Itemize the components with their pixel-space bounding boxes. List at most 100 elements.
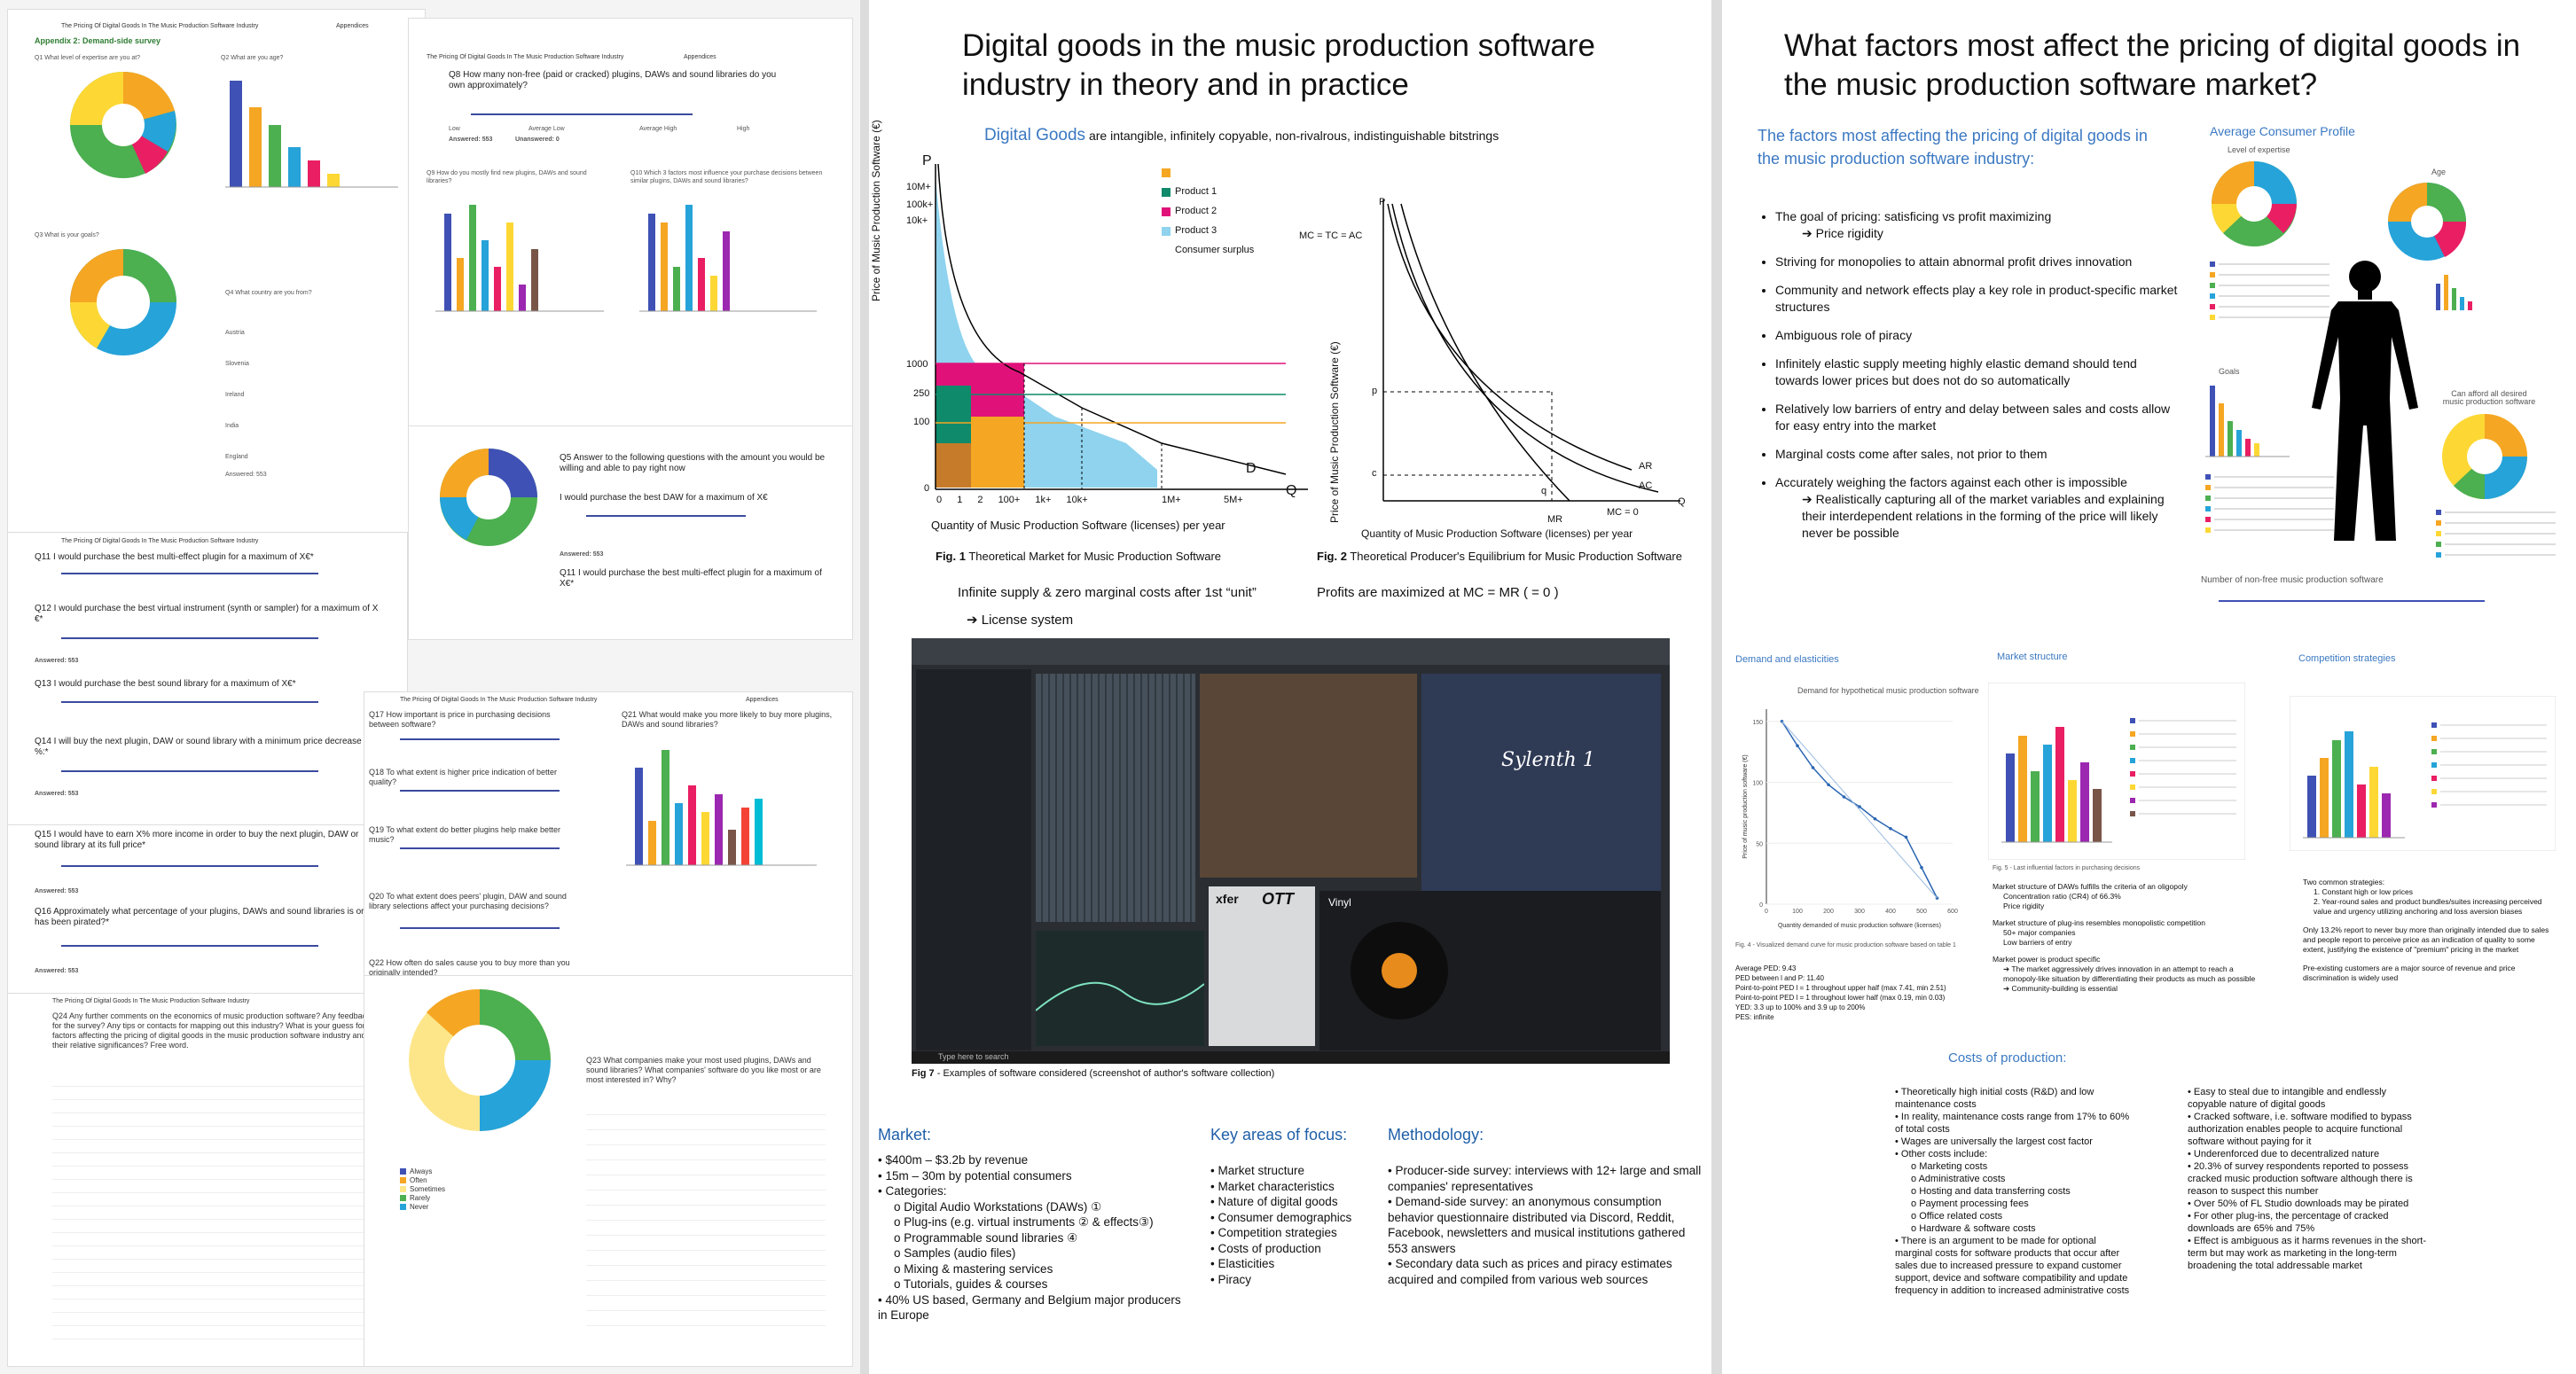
cost-right-7: • Effect is ambiguous as it harms revenu… xyxy=(2188,1236,2427,1271)
market-list: • $400m – $3.2b by revenue • 15m – 30m b… xyxy=(878,1152,1188,1323)
cost-left-4: • Other costs include: xyxy=(1895,1149,1988,1159)
cost-right-2: • Cracked software, i.e. software modifi… xyxy=(2188,1112,2412,1147)
q24-label: Q24 Any further comments on the economic… xyxy=(52,1011,379,1050)
theory-practice-panel: Digital goods in the music production so… xyxy=(869,0,1711,1374)
demand-notes: Average PED: 9.43 PED between l and P: 1… xyxy=(1735,964,1946,1022)
fig2-equilibrium-chart xyxy=(1382,199,1680,502)
q1-label: Q1 What level of expertise are you at? xyxy=(35,55,141,61)
q12-slider xyxy=(61,637,318,639)
q8-answered: Answered: 553 xyxy=(449,137,493,143)
page-header: The Pricing Of Digital Goods In The Musi… xyxy=(61,23,259,29)
dg-def: are intangible, infinitely copyable, non… xyxy=(1088,129,1499,143)
demand-note-4: Point-to-point PED l = 1 throughout lowe… xyxy=(1735,994,1946,1002)
factors-heading: The factors most affecting the pricing o… xyxy=(1758,127,2148,168)
competition-notes: Two common strategies: 1. Constant high … xyxy=(2303,878,2556,983)
comp-note-4: Only 13.2% report to never buy more than… xyxy=(2303,925,2549,954)
fig2-c-mark: c xyxy=(1372,468,1377,479)
q9-label: Q9 How do you mostly find new plugins, D… xyxy=(427,170,587,184)
survey-page-6: The Pricing Of Digital Goods In The Musi… xyxy=(7,993,408,1367)
goals-donut xyxy=(69,249,176,355)
focus-item-1: • Market structure xyxy=(1210,1164,1305,1177)
ott-plugin: xfer OTT xyxy=(1209,886,1315,1046)
market-item-5: o Plug-ins (e.g. virtual instruments ② &… xyxy=(894,1215,1154,1229)
factor-2: Striving for monopolies to attain abnorm… xyxy=(1775,254,2183,270)
focus-item-2: • Market characteristics xyxy=(1210,1179,1335,1193)
factor-8: Accurately weighing the factors against … xyxy=(1775,474,2183,542)
cost-right-4: • 20.3% of survey respondents reported t… xyxy=(2188,1161,2413,1197)
q18-slider xyxy=(400,790,560,792)
page-header-6: The Pricing Of Digital Goods In The Musi… xyxy=(52,998,250,1004)
pricing-factors-panel: What factors most affect the pricing of … xyxy=(1722,0,2576,1374)
daw-toolbar xyxy=(912,638,1670,665)
fig7-caption-text: - Examples of software considered (scree… xyxy=(936,1068,1275,1079)
market-item-2: • 15m – 30m by potential consumers xyxy=(878,1168,1072,1183)
demand-xtick: 200 xyxy=(1823,909,1834,915)
expertise-pie xyxy=(70,71,176,178)
demand-chart: 0 50 100 150 0 100 200 300 400 500 600 Quantity dem… xyxy=(1742,709,1958,929)
q3-label: Q3 What is your goals? xyxy=(35,232,99,238)
fig7-caption-num: Fig 7 xyxy=(912,1068,935,1079)
factor-3: Community and network effects play a key… xyxy=(1775,282,2183,316)
q23-responses xyxy=(586,1100,826,1331)
demand-xtick: 0 xyxy=(1765,909,1768,915)
q16-answered: Answered: 553 xyxy=(35,968,79,974)
factor-7: Marginal costs come after sales, not pri… xyxy=(1775,446,2183,463)
cost-left-11: • There is an argument to be made for op… xyxy=(1895,1236,2130,1296)
demand-xlabel: Quantity demanded of music production so… xyxy=(1778,923,1941,929)
focus-item-6: • Costs of production xyxy=(1210,1241,1321,1255)
fig2-mc-label: MC = TC = AC xyxy=(1299,230,1363,241)
q11-slider xyxy=(61,573,318,574)
fig2-caption-text: Theoretical Producer's Equilibrium for M… xyxy=(1350,550,1682,563)
q8-scale-avg-low: Average Low xyxy=(529,126,565,132)
structure-note-5: 50+ major companies xyxy=(2003,928,2076,937)
fig1-p-label: P xyxy=(922,153,932,168)
q4-answered: Answered: 553 xyxy=(225,472,267,478)
profile-heading: Average Consumer Profile xyxy=(2210,124,2355,138)
country-4: India xyxy=(225,423,239,429)
demand-ytick: 50 xyxy=(1756,841,1763,847)
fig1-caption: Fig. 1 Theoretical Market for Music Prod… xyxy=(936,550,1221,563)
country-2: Slovenia xyxy=(225,361,249,367)
country-3: Ireland xyxy=(225,392,245,398)
legend-often: Often xyxy=(410,1175,427,1184)
q14-label: Q14 I will buy the next plugin, DAW or s… xyxy=(35,737,380,757)
market-item-4: o Digital Audio Workstations (DAWs) ① xyxy=(894,1199,1102,1214)
demand-point xyxy=(1920,865,1923,870)
demand-point xyxy=(1873,816,1877,821)
fig2-mc0-label: MC = 0 xyxy=(1607,507,1639,518)
digital-goods-def: Digital Goods are intangible, infinitely… xyxy=(984,126,1499,145)
fig1-legend-2: Product 2 xyxy=(1175,206,1218,216)
costs-left-list: • Theoretically high initial costs (R&D)… xyxy=(1895,1086,2134,1297)
demand-xtick: 300 xyxy=(1854,909,1865,915)
q21-bars xyxy=(626,750,817,866)
q13-slider xyxy=(61,701,318,703)
competition-chart xyxy=(2290,696,2556,851)
demand-point xyxy=(1827,783,1830,787)
fig1-xtick-0: 0 xyxy=(936,495,943,505)
structure-note-1: Market structure of DAWs fulfills the cr… xyxy=(1993,882,2188,891)
demand-chart-title: Demand for hypothetical music production… xyxy=(1797,686,1979,695)
q2-label: Q2 What are you age? xyxy=(221,55,284,61)
fig7-caption: Fig 7 - Examples of software considered … xyxy=(912,1068,1274,1079)
profit-text: Profits are maximized at MC = MR ( = 0 ) xyxy=(1317,585,1559,600)
method-item-3: • Secondary data such as prices and pira… xyxy=(1388,1257,1672,1286)
profile-age-bars xyxy=(2436,275,2472,310)
demand-point xyxy=(1858,805,1861,808)
demand-xtick: 100 xyxy=(1792,909,1803,915)
page-header-7: The Pricing Of Digital Goods In The Musi… xyxy=(400,697,598,703)
q22-label: Q22 How often do sales cause you to buy … xyxy=(369,958,570,977)
fig2-mr-label: MR xyxy=(1547,514,1563,525)
factor-8-sub: ➔ Realistically capturing all of the mar… xyxy=(1802,492,2165,540)
market-item-9: o Tutorials, guides & courses xyxy=(894,1277,1048,1291)
fig7-software-screenshot: Sylenth 1 xfer OTT Vinyl Type here to se… xyxy=(912,638,1670,1064)
profile-goals-bars xyxy=(2205,386,2290,457)
fig2-xlabel: Quantity of Music Production Software (l… xyxy=(1361,527,1633,540)
daw-channel-rack xyxy=(1036,674,1195,922)
comp-note-3: 2. Year-round sales and product bundles/… xyxy=(2314,897,2542,916)
eq-curve xyxy=(1035,981,1205,1011)
demand-caption: Fig. 4 - Visualized demand curve for mus… xyxy=(1735,942,1956,949)
market-item-1: • $400m – $3.2b by revenue xyxy=(878,1153,1029,1167)
profile-goals-legend xyxy=(2205,474,2334,533)
survey-page-4: The Pricing Of Digital Goods In The Musi… xyxy=(7,532,408,839)
legend-rarely: Rarely xyxy=(410,1193,431,1202)
